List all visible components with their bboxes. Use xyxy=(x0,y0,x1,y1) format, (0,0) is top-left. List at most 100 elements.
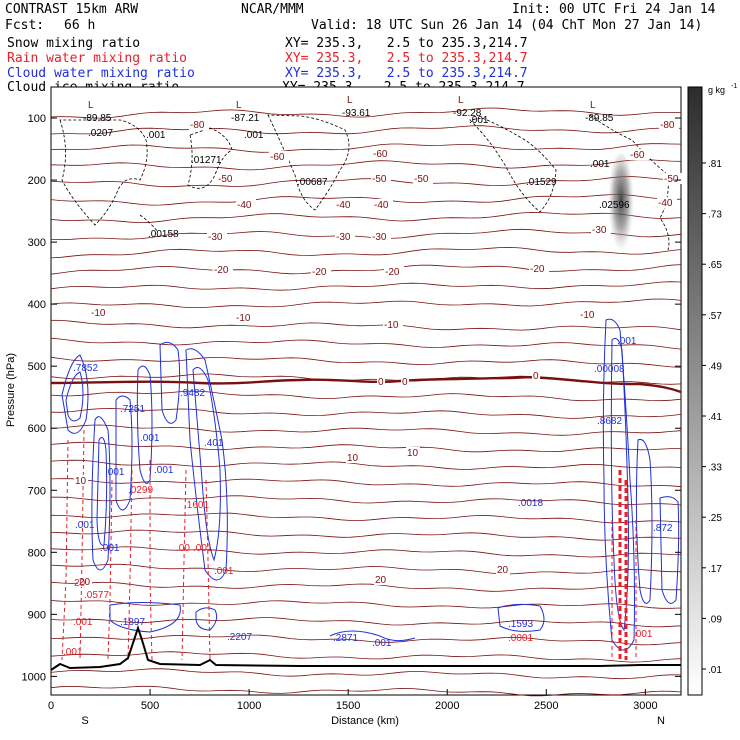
temperature-contour-line xyxy=(50,478,682,488)
cw-cell-6b xyxy=(192,367,221,562)
ice-contours xyxy=(59,114,670,251)
low-marker: L xyxy=(590,100,596,111)
cw-low-3 xyxy=(329,630,416,642)
cw-cell-1 xyxy=(61,354,89,434)
colorbar-tick-label: .49 xyxy=(708,361,722,372)
cw-low-1 xyxy=(109,602,181,633)
contour-label: -60 xyxy=(373,149,388,160)
contour-label: -50 xyxy=(414,174,429,185)
ice-value-label: .01271 xyxy=(191,155,222,166)
low-marker: L xyxy=(458,95,464,106)
rain-value-label: .0577 xyxy=(84,590,109,601)
low-value: -89.85 xyxy=(83,113,112,124)
model-title: CONTRAST 15km ARW xyxy=(5,2,139,17)
cloud-water-value-label: .001 xyxy=(617,336,637,347)
cw-cell-2b xyxy=(96,437,108,546)
temperature-contour-line xyxy=(50,617,682,628)
rain-line-5 xyxy=(149,460,153,661)
colorbar-tick-label: .09 xyxy=(708,614,722,625)
temperature-contour-line xyxy=(50,356,682,368)
contour-label: 20 xyxy=(497,565,509,576)
contour-label: -20 xyxy=(312,267,327,278)
contour-label: -40 xyxy=(374,200,389,211)
temperature-contour-line xyxy=(50,668,682,680)
colorbar-tick-label: .81 xyxy=(708,159,722,170)
rain-value-label: .001 xyxy=(633,629,653,640)
contour-label: 10 xyxy=(407,448,419,459)
contour-label-bg xyxy=(371,231,391,242)
cloud-water-value-label: .001 xyxy=(140,433,160,444)
cloud-water-value-label: .872 xyxy=(653,523,673,534)
contour-label: 0 xyxy=(533,371,539,382)
low-value: -92.28 xyxy=(453,108,482,119)
contour-label-bg xyxy=(496,564,510,575)
rain-line-2 xyxy=(79,429,85,661)
temperature-contour-line xyxy=(50,107,682,119)
rain-value-label: .0001 xyxy=(508,633,533,644)
contour-label: 0 xyxy=(378,377,384,388)
ice-labels: .0207 .001 .001 .001 .01271 .00687 .01529 .0259… xyxy=(88,115,630,240)
ice-value-label: .00687 xyxy=(297,177,328,188)
ice-value-label: .001 xyxy=(146,130,166,141)
colorbar-tick-label: .57 xyxy=(708,311,722,322)
colorbar-tick-label: .25 xyxy=(708,513,722,524)
rain-labels: .0299.1601.00.001.001.0577.001.001.0001.… xyxy=(63,485,653,658)
contour-labels: -80 -80 -60 -60 -60 -50 -50 -50 -50 -40 -40 -40 -40 -… xyxy=(74,119,683,588)
ice-value-label: .02596 xyxy=(599,200,630,211)
ice-contour-a xyxy=(59,119,148,226)
rain-value-label: 20 xyxy=(74,578,86,589)
ice-value-label: .01529 xyxy=(526,177,557,188)
temperature-contour-line xyxy=(50,512,682,524)
low-marker: L xyxy=(347,95,353,106)
y-tick-label: 200 xyxy=(28,175,46,187)
contour-label: -10 xyxy=(580,310,595,321)
contour-label-bg xyxy=(78,576,92,587)
ice-contour-d xyxy=(469,117,557,213)
contour-label: -30 xyxy=(208,232,223,243)
legend-snow-xy: XY= 235.3, 2.5 to 235.3,214.7 xyxy=(285,36,528,51)
rain-value-label: .00 xyxy=(176,543,190,554)
contour-label-bg xyxy=(532,370,540,381)
contour-label-bg xyxy=(207,231,227,242)
cloud-water-value-label: .8682 xyxy=(597,416,622,427)
contour-label: -80 xyxy=(190,120,205,131)
cloud-water-value-label: .001 xyxy=(372,638,392,649)
plot-frame xyxy=(50,86,682,696)
cw-cell-5 xyxy=(159,341,181,424)
contour-label: -50 xyxy=(372,174,387,185)
colorbar-tick-label: .73 xyxy=(708,210,722,221)
low-marker: L xyxy=(88,100,94,111)
end-label-right: N xyxy=(657,715,665,727)
contour-label-bg xyxy=(629,149,649,160)
valid-time: Valid: 18 UTC Sun 26 Jan 14 (04 ChT Mon … xyxy=(311,18,703,33)
contour-label-bg xyxy=(311,266,331,277)
temperature-contour-line xyxy=(50,459,682,470)
temperature-contour-line xyxy=(50,563,681,575)
cloud-water-value-label: .1897 xyxy=(120,617,145,628)
cloud-water-value-label: .001 xyxy=(100,543,120,554)
colorbar-unit-exp: -1 xyxy=(731,83,737,90)
cw-cell-4 xyxy=(136,365,153,484)
contour-label-bg xyxy=(335,199,355,210)
contour-label-bg xyxy=(413,173,433,184)
snow-extrema-labels: L -89.85 L -87.21 L -93.61 L -92.28 L -89.85 xyxy=(83,95,614,124)
contour-label-bg xyxy=(659,119,679,130)
ice-value-label: .00158 xyxy=(148,229,179,240)
cloud-water-value-label: .001 xyxy=(75,520,95,531)
cloud-water-contours xyxy=(61,318,680,651)
ice-contour-f xyxy=(139,214,159,233)
contour-label: -10 xyxy=(384,320,399,331)
temperature-contour-line xyxy=(50,407,682,419)
cw-cell-1b xyxy=(65,371,84,422)
x-tick-label: 1000 xyxy=(237,700,261,712)
ice-contour-b xyxy=(187,127,233,189)
y-tick-label: 700 xyxy=(28,485,46,497)
contour-label-bg xyxy=(269,151,289,162)
legend-rain-name: Rain water mixing ratio xyxy=(7,51,188,66)
contour-label-bg xyxy=(335,231,355,242)
contour-label: -30 xyxy=(592,225,607,236)
contour-label-bg xyxy=(374,574,388,585)
y-tick-label: 900 xyxy=(28,609,46,621)
rain-line-3 xyxy=(107,479,113,661)
contour-label-bg xyxy=(372,148,392,159)
